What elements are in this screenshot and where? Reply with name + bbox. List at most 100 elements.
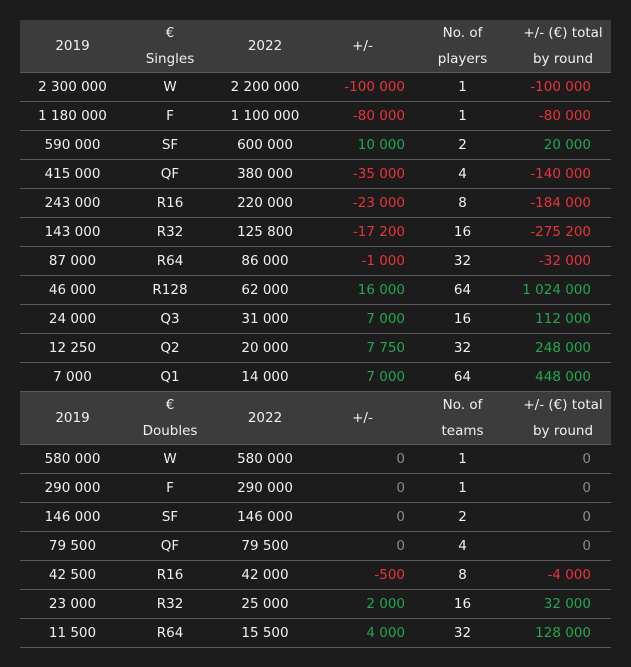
cell: 11 500 — [20, 618, 125, 648]
cell: 112 000 — [515, 304, 611, 334]
data-row: 2 300 000 W 2 200 000 -100 000 1 -100 000 — [20, 72, 611, 102]
data-row: 1 180 000 F 1 100 000 -80 000 1 -80 000 — [20, 101, 611, 131]
data-row: 12 250 Q2 20 000 7 750 32 248 000 — [20, 333, 611, 363]
cell: 146 000 — [215, 502, 315, 532]
cell: 590 000 — [20, 130, 125, 160]
cell: 1 180 000 — [20, 101, 125, 131]
data-row: 87 000 R64 86 000 -1 000 32 -32 000 — [20, 246, 611, 276]
cell: 0 — [315, 531, 410, 561]
cell: 15 500 — [215, 618, 315, 648]
cell: 8 — [410, 188, 515, 218]
cell: R32 — [125, 217, 215, 247]
cell: 46 000 — [20, 275, 125, 305]
cell: -100 000 — [515, 72, 611, 102]
cell: 2 300 000 — [20, 72, 125, 102]
cell: 0 — [515, 531, 611, 561]
cell: 32 — [410, 618, 515, 648]
cell: 24 000 — [20, 304, 125, 334]
cell: QF — [125, 159, 215, 189]
cell: 1 100 000 — [215, 101, 315, 131]
data-row: 79 500 QF 79 500 0 4 0 — [20, 531, 611, 561]
cell: 0 — [515, 444, 611, 474]
cell: 20 000 — [215, 333, 315, 363]
cell: 146 000 — [20, 502, 125, 532]
cell: 128 000 — [515, 618, 611, 648]
cell: 600 000 — [215, 130, 315, 160]
cell: -80 000 — [515, 101, 611, 131]
cell: -23 000 — [315, 188, 410, 218]
cell: 20 000 — [515, 130, 611, 160]
cell: 25 000 — [215, 589, 315, 619]
cell: W — [125, 72, 215, 102]
cell: 0 — [515, 473, 611, 503]
cell: Q1 — [125, 362, 215, 392]
cell: 16 — [410, 304, 515, 334]
cell: 16 — [410, 217, 515, 247]
cell: 64 — [410, 275, 515, 305]
header-cell: +/- — [315, 20, 410, 73]
cell: -1 000 — [315, 246, 410, 276]
cell: F — [125, 473, 215, 503]
cell: 12 250 — [20, 333, 125, 363]
data-row: 590 000 SF 600 000 10 000 2 20 000 — [20, 130, 611, 160]
header-cell: +/- (€) total by round — [515, 20, 611, 73]
cell: 380 000 — [215, 159, 315, 189]
cell: 290 000 — [20, 473, 125, 503]
cell: -35 000 — [315, 159, 410, 189]
cell: 2 — [410, 130, 515, 160]
data-row: 42 500 R16 42 000 -500 8 -4 000 — [20, 560, 611, 590]
cell: -17 200 — [315, 217, 410, 247]
data-row: 415 000 QF 380 000 -35 000 4 -140 000 — [20, 159, 611, 189]
cell: R16 — [125, 560, 215, 590]
cell: SF — [125, 130, 215, 160]
cell: R64 — [125, 618, 215, 648]
header-cell: No. of teams — [410, 391, 515, 445]
cell: 2 200 000 — [215, 72, 315, 102]
cell: -275 200 — [515, 217, 611, 247]
cell: 248 000 — [515, 333, 611, 363]
cell: 64 — [410, 362, 515, 392]
cell: 4 000 — [315, 618, 410, 648]
cell: 448 000 — [515, 362, 611, 392]
data-row: 46 000 R128 62 000 16 000 64 1 024 000 — [20, 275, 611, 305]
cell: 16 — [410, 589, 515, 619]
cell: W — [125, 444, 215, 474]
cell: 415 000 — [20, 159, 125, 189]
cell: 1 — [410, 444, 515, 474]
header-cell: 2022 — [215, 391, 315, 445]
cell: 4 — [410, 531, 515, 561]
cell: 0 — [315, 473, 410, 503]
cell: -4 000 — [515, 560, 611, 590]
header-cell: 2019 — [20, 20, 125, 73]
cell: R32 — [125, 589, 215, 619]
cell: 62 000 — [215, 275, 315, 305]
cell: 125 800 — [215, 217, 315, 247]
cell: 220 000 — [215, 188, 315, 218]
cell: -100 000 — [315, 72, 410, 102]
data-row: 7 000 Q1 14 000 7 000 64 448 000 — [20, 362, 611, 392]
cell: 143 000 — [20, 217, 125, 247]
cell: 32 000 — [515, 589, 611, 619]
cell: R64 — [125, 246, 215, 276]
cell: 580 000 — [20, 444, 125, 474]
cell: R128 — [125, 275, 215, 305]
cell: 0 — [515, 502, 611, 532]
header-cell: 2022 — [215, 20, 315, 73]
header-cell: € Singles — [125, 20, 215, 73]
cell: 42 000 — [215, 560, 315, 590]
cell: 2 — [410, 502, 515, 532]
cell: QF — [125, 531, 215, 561]
data-row: 143 000 R32 125 800 -17 200 16 -275 200 — [20, 217, 611, 247]
data-row: 243 000 R16 220 000 -23 000 8 -184 000 — [20, 188, 611, 218]
prize-table: 2019 € Singles 2022 +/- No. of players +/- (€… — [20, 20, 611, 648]
cell: 4 — [410, 159, 515, 189]
cell: Q2 — [125, 333, 215, 363]
cell: 32 — [410, 246, 515, 276]
header-cell: No. of players — [410, 20, 515, 73]
cell: 8 — [410, 560, 515, 590]
data-row: 290 000 F 290 000 0 1 0 — [20, 473, 611, 503]
data-row: 24 000 Q3 31 000 7 000 16 112 000 — [20, 304, 611, 334]
cell: F — [125, 101, 215, 131]
cell: -140 000 — [515, 159, 611, 189]
